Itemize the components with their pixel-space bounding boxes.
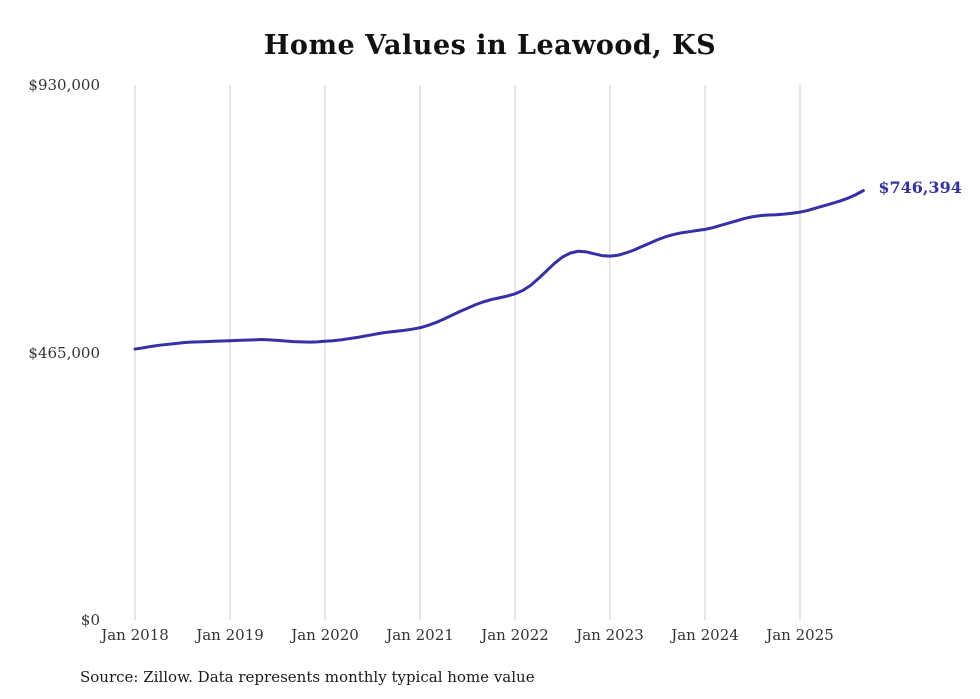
x-tick-label: Jan 2019 [196, 626, 264, 644]
x-tick-label: Jan 2025 [766, 626, 834, 644]
latest-value-label: $746,394 [878, 177, 962, 197]
chart-title: Home Values in Leawood, KS [263, 30, 717, 61]
source-note: Source: Zillow. Data represents monthly … [80, 668, 535, 686]
x-tick-label: Jan 2022 [481, 626, 549, 644]
y-tick-label: $0 [80, 611, 100, 629]
y-tick-label: $465,000 [28, 343, 100, 362]
x-tick-label: Jan 2024 [671, 626, 739, 644]
x-tick-label: Jan 2021 [386, 626, 454, 644]
x-tick-label: Jan 2020 [291, 626, 359, 644]
home-value-line [133, 189, 865, 351]
y-tick-label: $930,000 [28, 76, 100, 94]
x-tick-label: Jan 2018 [101, 626, 169, 644]
x-tick-label: Jan 2023 [576, 626, 644, 644]
